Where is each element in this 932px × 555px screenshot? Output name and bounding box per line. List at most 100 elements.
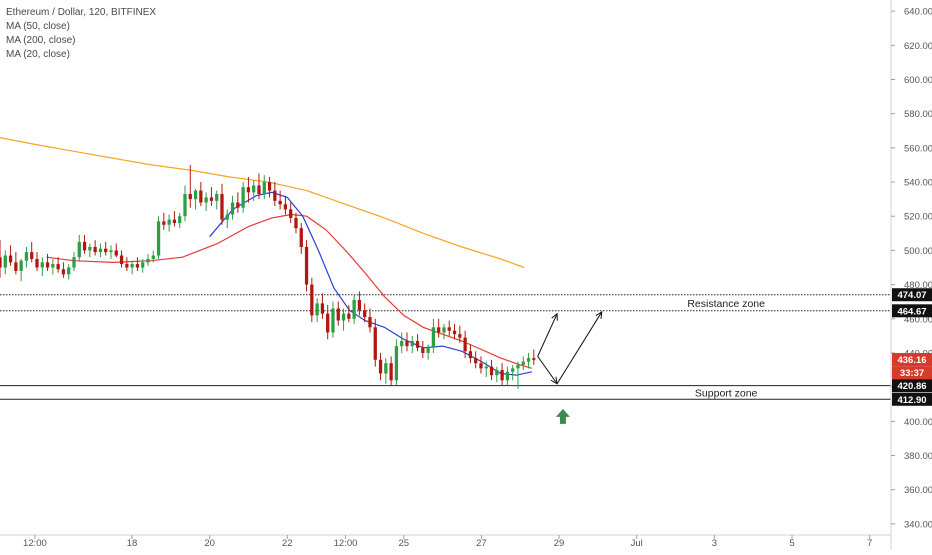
price-label-text: 412.90 — [897, 395, 926, 406]
y-tick-label: 540.00 — [904, 178, 932, 189]
candle-body — [257, 185, 261, 195]
ma50-line — [46, 213, 533, 369]
forecast-arrowhead — [550, 376, 558, 385]
price-label-box — [892, 366, 932, 380]
candle-body — [220, 194, 224, 220]
legend-ma50: MA (50, close) — [6, 21, 70, 32]
candle-body — [357, 299, 362, 311]
candle-body — [236, 202, 240, 208]
candle-body — [495, 370, 499, 376]
candle-body — [40, 262, 44, 268]
candle-body — [299, 228, 303, 247]
candles — [0, 164, 536, 389]
y-tick-label: 640.00 — [904, 7, 932, 18]
candle-body — [273, 190, 277, 201]
y-tick-label: 460.00 — [904, 314, 932, 325]
candle-body — [24, 252, 29, 261]
candle-body — [405, 340, 409, 347]
candle-body — [262, 182, 266, 195]
candle-body — [125, 264, 129, 268]
candle-body — [437, 327, 441, 333]
candle-body — [341, 313, 346, 321]
candle-body — [468, 351, 473, 359]
candle-body — [77, 241, 81, 258]
ma20-line — [209, 191, 533, 376]
candle-body — [389, 363, 393, 381]
x-tick-label: 20 — [204, 538, 215, 549]
candle-body — [199, 190, 203, 203]
candle-body — [162, 221, 166, 225]
price-label-text: 474.07 — [897, 290, 926, 301]
candle-body — [421, 347, 425, 353]
y-tick-label: 380.00 — [904, 451, 932, 462]
forecast-path — [537, 310, 603, 424]
candle-body — [151, 255, 155, 259]
x-tick-label: 18 — [127, 538, 138, 549]
legend: Ethereum / Dollar, 120, BITFINEX MA (50,… — [6, 6, 156, 62]
candle-body — [172, 219, 177, 224]
candle-body — [104, 248, 108, 253]
candle-body — [141, 262, 145, 268]
candle-body — [474, 358, 478, 364]
candle-body — [426, 347, 430, 353]
candle-body — [0, 257, 2, 268]
candle-body — [479, 363, 483, 369]
price-label-box — [892, 304, 932, 318]
y-tick-label: 400.00 — [904, 417, 932, 428]
x-tick-label: 29 — [554, 538, 565, 549]
price-label-box — [892, 353, 932, 367]
y-tick-label: 580.00 — [904, 109, 932, 120]
x-tick-label: Jul — [631, 538, 643, 549]
candle-body — [304, 246, 309, 285]
forecast-arrowhead — [551, 312, 558, 321]
candle-body — [146, 258, 150, 263]
legend-ma200: MA (200, close) — [6, 35, 76, 46]
candle-body — [109, 250, 113, 253]
price-label-box — [892, 288, 932, 302]
candle-body — [67, 267, 71, 275]
candle-body — [310, 284, 314, 316]
candle-body — [135, 264, 140, 268]
candle-body — [188, 194, 192, 200]
y-tick-label: 360.00 — [904, 485, 932, 496]
x-tick-label: 12:00 — [23, 538, 47, 549]
price-label-text: 33:37 — [900, 368, 924, 379]
x-tick-label: 7 — [867, 538, 872, 549]
candle-body — [447, 327, 451, 331]
x-tick-label: 5 — [789, 538, 794, 549]
candle-body — [516, 364, 520, 369]
x-tick-label: 22 — [282, 538, 293, 549]
zone-label: Support zone — [695, 387, 758, 399]
candle-body — [225, 214, 229, 220]
candle-body — [183, 194, 187, 217]
candle-body — [93, 246, 97, 253]
forecast-arrowhead — [595, 310, 603, 319]
candle-body — [315, 303, 319, 316]
candle-body — [119, 255, 124, 265]
chart-title: Ethereum / Dollar, 120, BITFINEX — [6, 7, 157, 18]
candle-body — [209, 197, 214, 201]
candle-body — [505, 371, 510, 381]
candle-body — [72, 257, 76, 268]
y-tick-label: 620.00 — [904, 41, 932, 52]
candle-body — [204, 197, 208, 203]
x-tick-label: 25 — [398, 538, 409, 549]
candle-body — [167, 219, 171, 225]
candle-body — [51, 264, 55, 268]
candle-body — [294, 217, 298, 229]
zone-label: Resistance zone — [687, 298, 765, 310]
x-tick-label: 12:00 — [334, 538, 358, 549]
candle-body — [458, 334, 462, 338]
candle-body — [320, 303, 325, 314]
price-label-text: 436.16 — [897, 355, 926, 366]
candle-body — [8, 255, 13, 263]
candle-body — [61, 269, 66, 275]
candle-body — [326, 313, 330, 333]
candle-body — [511, 368, 515, 372]
candle-body — [156, 221, 161, 256]
forecast-segment — [556, 311, 603, 384]
candle-body — [19, 260, 23, 271]
x-tick-label: 3 — [712, 538, 717, 549]
